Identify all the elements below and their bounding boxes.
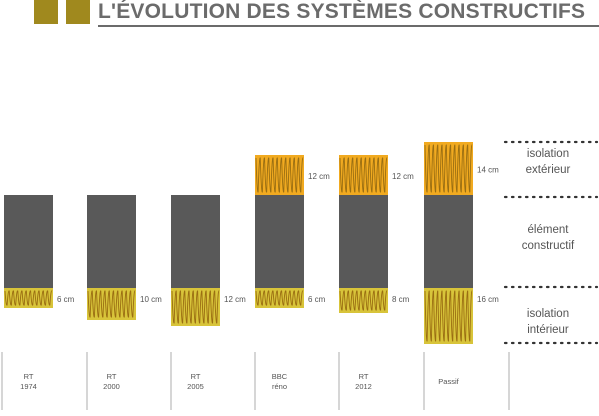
column-label: RT bbox=[107, 372, 117, 381]
title-underline bbox=[98, 25, 599, 27]
legend-label: extérieur bbox=[526, 164, 571, 176]
legend-label: isolation bbox=[527, 148, 569, 160]
interior-insulation-pattern bbox=[171, 290, 220, 324]
exterior-thickness-label: 12 cm bbox=[392, 172, 414, 181]
insulation-wave bbox=[255, 290, 304, 306]
interior-thickness-label: 8 cm bbox=[392, 295, 410, 304]
insulation-wave bbox=[4, 290, 53, 306]
exterior-insulation-pattern bbox=[255, 157, 304, 193]
wall-element bbox=[171, 195, 220, 288]
interior-thickness-label: 16 cm bbox=[477, 295, 499, 304]
insulation-wave bbox=[339, 290, 388, 311]
insulation-wave bbox=[424, 144, 473, 193]
interior-insulation-pattern bbox=[87, 290, 136, 318]
wall-element bbox=[4, 195, 53, 288]
wall-element bbox=[255, 195, 304, 288]
column-label: RT bbox=[24, 372, 34, 381]
legend-label: isolation bbox=[527, 308, 569, 320]
column-label: 1974 bbox=[20, 382, 37, 391]
legend-interior: isolation intérieur bbox=[527, 308, 569, 336]
title-square-icon bbox=[66, 0, 90, 24]
title-square-icon bbox=[34, 0, 58, 24]
insulation-wave bbox=[424, 290, 473, 342]
interior-thickness-label: 6 cm bbox=[308, 295, 326, 304]
column-label: 2012 bbox=[355, 382, 372, 391]
interior-insulation-pattern bbox=[4, 290, 53, 306]
column-label: RT bbox=[191, 372, 201, 381]
column-label: 2000 bbox=[103, 382, 120, 391]
insulation-wave bbox=[339, 157, 388, 193]
column-label: RT bbox=[359, 372, 369, 381]
exterior-thickness-label: 14 cm bbox=[477, 166, 499, 175]
legend-element: élément constructif bbox=[522, 224, 575, 252]
exterior-thickness-label: 12 cm bbox=[308, 172, 330, 181]
wall-element bbox=[87, 195, 136, 288]
interior-insulation-pattern bbox=[339, 290, 388, 311]
legend-label: constructif bbox=[522, 240, 575, 252]
interior-insulation-pattern bbox=[255, 290, 304, 306]
column-label: BBC bbox=[272, 372, 288, 381]
title-bar: L'ÉVOLUTION DES SYSTÈMES CONSTRUCTIFS bbox=[34, 0, 599, 28]
column-label: réno bbox=[272, 382, 287, 391]
legend-label: élément bbox=[528, 224, 570, 236]
column-label: Passif bbox=[438, 377, 459, 386]
insulation-wave bbox=[255, 157, 304, 193]
interior-thickness-label: 6 cm bbox=[57, 295, 75, 304]
legend-label: intérieur bbox=[527, 324, 569, 336]
interior-thickness-label: 12 cm bbox=[224, 295, 246, 304]
page-title: L'ÉVOLUTION DES SYSTÈMES CONSTRUCTIFS bbox=[98, 0, 586, 23]
interior-insulation-pattern bbox=[424, 290, 473, 342]
wall-element bbox=[339, 195, 388, 288]
column-passif: 14 cm 16 cm Passif bbox=[424, 142, 499, 386]
interior-thickness-label: 10 cm bbox=[140, 295, 162, 304]
insulation-wave bbox=[171, 290, 220, 324]
exterior-insulation-pattern bbox=[424, 144, 473, 193]
exterior-insulation-pattern bbox=[339, 157, 388, 193]
insulation-wave bbox=[87, 290, 136, 318]
legend-exterior: isolation extérieur bbox=[526, 148, 571, 176]
wall-element bbox=[424, 195, 473, 288]
column-label: 2005 bbox=[187, 382, 204, 391]
